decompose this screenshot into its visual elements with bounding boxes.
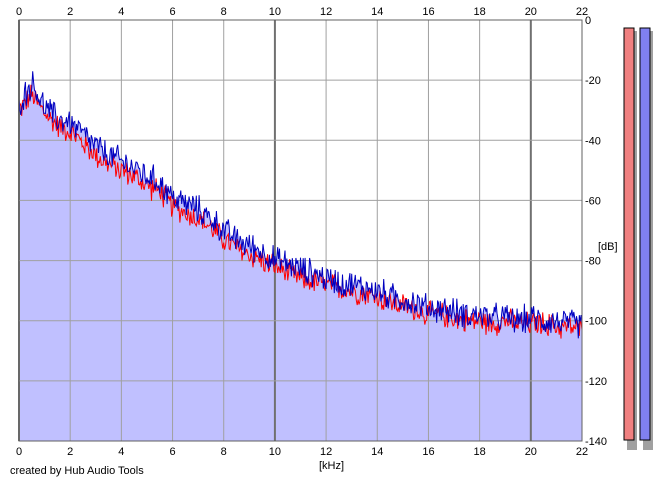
y-tick-label: -40 xyxy=(585,135,601,147)
plot-frame xyxy=(18,19,583,442)
x-axis-label: [kHz] xyxy=(319,460,344,472)
x-tick-label-top: 12 xyxy=(320,6,332,18)
y-tick-label: -60 xyxy=(585,195,601,207)
x-tick-label-bottom: 10 xyxy=(269,446,281,458)
y-tick-label: -80 xyxy=(585,256,601,268)
series-layer xyxy=(18,71,583,339)
x-tick-label-top: 6 xyxy=(169,6,175,18)
y-tick-label: -140 xyxy=(585,436,607,448)
y-tick-label: 0 xyxy=(585,15,591,27)
x-tick-label-bottom: 14 xyxy=(371,446,383,458)
x-tick-label-top: 16 xyxy=(422,6,434,18)
x-tick-label-bottom: 6 xyxy=(169,446,175,458)
x-tick-label-top: 20 xyxy=(525,6,537,18)
x-tick-label-bottom: 4 xyxy=(118,446,124,458)
axis-layer: 002244668810101212141416161818202022220-… xyxy=(16,6,607,458)
x-tick-label-top: 18 xyxy=(474,6,486,18)
x-tick-label-bottom: 16 xyxy=(422,446,434,458)
y-axis-label: [dB] xyxy=(598,241,618,253)
y-tick-label: -120 xyxy=(585,376,607,388)
x-tick-label-top: 2 xyxy=(67,6,73,18)
level-meters xyxy=(623,27,653,450)
level-meter-bar xyxy=(639,27,651,441)
spectrum-fill-layer xyxy=(19,71,582,442)
x-tick-label-top: 0 xyxy=(16,6,22,18)
x-tick-label-bottom: 18 xyxy=(474,446,486,458)
y-tick-label: -100 xyxy=(585,316,607,328)
x-tick-label-top: 14 xyxy=(371,6,383,18)
x-tick-label-top: 22 xyxy=(576,6,588,18)
series-line xyxy=(18,71,583,339)
footer-credit: created by Hub Audio Tools xyxy=(10,465,144,477)
x-tick-label-bottom: 2 xyxy=(67,446,73,458)
x-tick-label-top: 4 xyxy=(118,6,124,18)
level-meter-bar xyxy=(623,27,635,441)
x-tick-label-bottom: 0 xyxy=(16,446,22,458)
x-tick-label-bottom: 20 xyxy=(525,446,537,458)
x-tick-label-bottom: 12 xyxy=(320,446,332,458)
x-tick-label-top: 8 xyxy=(221,6,227,18)
x-tick-label-bottom: 8 xyxy=(221,446,227,458)
x-tick-label-top: 10 xyxy=(269,6,281,18)
y-tick-label: -20 xyxy=(585,75,601,87)
x-tick-label-bottom: 22 xyxy=(576,446,588,458)
spectrum-fill-area xyxy=(19,71,582,442)
